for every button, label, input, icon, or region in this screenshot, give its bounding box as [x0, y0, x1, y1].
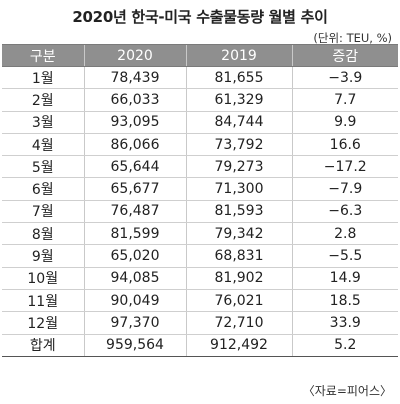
table-row: 3월 93,095 84,744 9.9 — [2, 111, 398, 134]
change-cell: 9.9 — [291, 111, 398, 134]
value-2019-cell: 76,021 — [185, 289, 292, 313]
change-cell: 18.5 — [291, 289, 398, 313]
value-2020-cell: 86,066 — [83, 133, 186, 157]
header-change: 증감 — [291, 44, 398, 67]
table-row: 12월 97,370 72,710 33.9 — [2, 311, 398, 335]
table-row: 8월 81,599 79,342 2.8 — [2, 222, 398, 246]
table-row: 7월 76,487 81,593 −6.3 — [2, 200, 398, 224]
value-2019-cell: 72,710 — [185, 311, 292, 335]
change-cell: −6.3 — [291, 200, 398, 224]
value-2019-cell: 84,744 — [185, 111, 292, 134]
month-cell: 9월 — [2, 244, 84, 268]
header-2020: 2020 — [83, 44, 186, 67]
change-cell: 7.7 — [291, 88, 398, 112]
export-volume-table: 구분 2020 2019 증감 1월 78,439 81,655 −3.9 2월 66,0… — [2, 44, 398, 357]
table-row: 10월 94,085 81,902 14.9 — [2, 267, 398, 290]
table-row: 9월 65,020 68,831 −5.5 — [2, 244, 398, 268]
value-2019-cell: 79,342 — [185, 222, 292, 246]
value-2019-cell: 81,593 — [185, 200, 292, 224]
value-2019-cell: 81,902 — [185, 267, 292, 290]
value-2020-cell: 65,644 — [83, 155, 186, 179]
month-cell: 1월 — [2, 66, 84, 90]
table-row: 5월 65,644 79,273 −17.2 — [2, 155, 398, 179]
value-2020-cell: 76,487 — [83, 200, 186, 224]
table-row: 2월 66,033 61,329 7.7 — [2, 88, 398, 112]
table-row: 4월 86,066 73,792 16.6 — [2, 133, 398, 157]
month-cell: 4월 — [2, 133, 84, 157]
value-2020-cell: 78,439 — [83, 66, 186, 90]
value-2019-cell: 79,273 — [185, 155, 292, 179]
value-2020-cell: 90,049 — [83, 289, 186, 313]
month-cell: 7월 — [2, 200, 84, 224]
value-2020-cell: 959,564 — [83, 334, 186, 357]
change-cell: −7.9 — [291, 177, 398, 201]
month-cell: 8월 — [2, 222, 84, 246]
value-2020-cell: 65,020 — [83, 244, 186, 268]
month-cell: 3월 — [2, 111, 84, 134]
value-2019-cell: 81,655 — [185, 66, 292, 90]
page-title: 2020년 한국-미국 수출물동량 월별 추이 — [72, 8, 328, 26]
month-cell: 11월 — [2, 289, 84, 313]
value-2020-cell: 97,370 — [83, 311, 186, 335]
value-2019-cell: 71,300 — [185, 177, 292, 201]
total-row: 합계 959,564 912,492 5.2 — [2, 334, 398, 357]
value-2020-cell: 81,599 — [83, 222, 186, 246]
source-note: 〈자료=피어스〉 — [302, 384, 392, 398]
change-cell: 5.2 — [291, 334, 398, 357]
table-header-row: 구분 2020 2019 증감 — [2, 44, 398, 67]
change-cell: 16.6 — [291, 133, 398, 157]
month-cell: 2월 — [2, 88, 84, 112]
table-row: 11월 90,049 76,021 18.5 — [2, 289, 398, 313]
month-cell: 6월 — [2, 177, 84, 201]
change-cell: −17.2 — [291, 155, 398, 179]
table-row: 6월 65,677 71,300 −7.9 — [2, 177, 398, 201]
value-2019-cell: 68,831 — [185, 244, 292, 268]
value-2019-cell: 61,329 — [185, 88, 292, 112]
header-2019: 2019 — [185, 44, 292, 67]
month-cell: 12월 — [2, 311, 84, 335]
value-2020-cell: 66,033 — [83, 88, 186, 112]
change-cell: 2.8 — [291, 222, 398, 246]
unit-note: (단위: TEU, %) — [313, 31, 392, 45]
value-2020-cell: 65,677 — [83, 177, 186, 201]
value-2020-cell: 93,095 — [83, 111, 186, 134]
header-category: 구분 — [2, 44, 84, 67]
month-cell: 10월 — [2, 267, 84, 290]
table-row: 1월 78,439 81,655 −3.9 — [2, 66, 398, 90]
change-cell: 14.9 — [291, 267, 398, 290]
value-2019-cell: 912,492 — [185, 334, 292, 357]
change-cell: −3.9 — [291, 66, 398, 90]
change-cell: 33.9 — [291, 311, 398, 335]
table-body: 1월 78,439 81,655 −3.9 2월 66,033 61,329 7.7 3월 93,… — [2, 66, 398, 357]
value-2020-cell: 94,085 — [83, 267, 186, 290]
change-cell: −5.5 — [291, 244, 398, 268]
month-cell: 합계 — [2, 334, 84, 357]
month-cell: 5월 — [2, 155, 84, 179]
value-2019-cell: 73,792 — [185, 133, 292, 157]
